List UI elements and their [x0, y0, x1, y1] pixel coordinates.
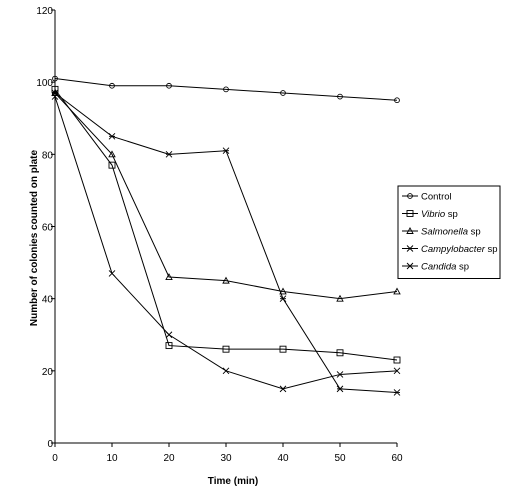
- legend-marker-4: [406, 245, 414, 252]
- x-tick-label-3: 30: [220, 453, 232, 464]
- data-point-1-6: [337, 93, 343, 100]
- legend-label-suffix-4: sp: [485, 244, 498, 255]
- legend-label-3: Salmonella sp: [421, 227, 481, 238]
- y-tick-label-0: 0: [47, 439, 53, 450]
- data-point-4-4: [222, 367, 230, 375]
- data-point-5-2: [108, 132, 116, 140]
- data-point-1-2: [109, 82, 115, 89]
- y-axis-title: Number of colonies counted on plate: [29, 150, 40, 327]
- data-point-1-4: [223, 86, 229, 93]
- legend-label-main-5: Candida: [421, 262, 456, 273]
- x-tick-label-6: 60: [391, 453, 403, 464]
- data-point-3-6: [336, 294, 344, 302]
- chart-series-layer: [51, 75, 401, 396]
- data-point-2-7: [393, 356, 401, 364]
- data-point-2-3: [165, 342, 173, 350]
- data-point-3-2: [108, 150, 116, 158]
- data-point-5-3: [165, 151, 173, 158]
- data-point-3-3: [165, 273, 173, 280]
- x-tick-label-5: 50: [334, 453, 346, 464]
- legend-item-1: Control: [402, 192, 452, 203]
- series-2: [51, 85, 401, 364]
- x-tick-label-2: 20: [163, 453, 175, 464]
- legend-label-main-2: Vibrio: [421, 209, 445, 220]
- series-line-5: [54, 92, 398, 393]
- legend-item-3: Salmonella sp: [402, 227, 481, 238]
- legend-label-4: Campylobacter sp: [421, 244, 498, 255]
- data-point-3-4: [222, 276, 230, 284]
- data-point-1-5: [280, 90, 286, 96]
- legend-label-1: Control: [421, 192, 452, 203]
- data-point-5-5: [279, 295, 287, 302]
- data-point-2-2: [108, 161, 116, 169]
- legend-box: [397, 185, 501, 279]
- x-axis-title: Time (min): [208, 476, 258, 487]
- legend-label-5: Candida sp: [421, 262, 469, 273]
- x-tick-label-4: 40: [277, 453, 289, 464]
- legend-marker-2: [406, 210, 414, 217]
- y-tick-label-2: 40: [42, 295, 54, 306]
- legend-item-4: Campylobacter sp: [402, 244, 498, 255]
- x-tick-label-1: 10: [106, 453, 118, 464]
- legend-label-2: Vibrio sp: [421, 209, 458, 220]
- data-point-4-2: [108, 270, 116, 277]
- series-line-3: [54, 92, 398, 300]
- legend-label-main-3: Salmonella: [421, 227, 468, 238]
- data-point-1-1: [52, 75, 58, 82]
- data-point-5-1: [51, 89, 59, 97]
- legend-label-main-1: Control: [421, 192, 452, 203]
- data-point-5-6: [336, 385, 344, 393]
- legend-item-2: Vibrio sp: [402, 209, 458, 220]
- data-point-4-3: [165, 331, 173, 339]
- data-point-3-5: [279, 287, 287, 295]
- series-line-2: [54, 89, 398, 361]
- y-tick-label-1: 20: [42, 367, 54, 378]
- legend-marker-5: [406, 262, 414, 270]
- data-point-2-6: [336, 349, 344, 357]
- data-point-5-4: [222, 147, 230, 155]
- data-point-1-3: [166, 82, 172, 89]
- x-tick-label-0: 0: [52, 453, 58, 464]
- data-point-4-6: [336, 371, 344, 378]
- y-tick-label-3: 60: [42, 223, 54, 234]
- series-line-4: [54, 96, 398, 390]
- legend-label-suffix-3: sp: [468, 227, 481, 238]
- y-tick-label-4: 80: [42, 150, 54, 161]
- series-3: [51, 89, 401, 302]
- series-line-1: [54, 78, 398, 101]
- series-5: [51, 89, 401, 396]
- chart-axes: 0 20 40 60 80 100 120 0 10 20 30 40 50 60: [36, 6, 403, 464]
- data-point-1-7: [394, 97, 400, 104]
- y-tick-label-5: 100: [36, 78, 53, 89]
- y-tick-label-6: 120: [36, 6, 53, 17]
- series-4: [51, 93, 401, 393]
- data-point-2-5: [279, 345, 287, 353]
- legend-marker-1: [407, 193, 413, 199]
- series-1: [52, 75, 400, 104]
- data-point-2-4: [222, 345, 230, 353]
- legend-marker-3: [406, 227, 414, 234]
- legend-label-suffix-2: sp: [445, 209, 458, 220]
- data-point-4-7: [393, 367, 401, 375]
- legend-item-5: Candida sp: [402, 262, 469, 273]
- legend-label-suffix-5: sp: [456, 262, 469, 273]
- data-point-5-7: [393, 389, 401, 396]
- legend-label-main-4: Campylobacter: [421, 244, 486, 255]
- data-point-3-7: [393, 287, 401, 295]
- data-point-4-5: [279, 385, 287, 393]
